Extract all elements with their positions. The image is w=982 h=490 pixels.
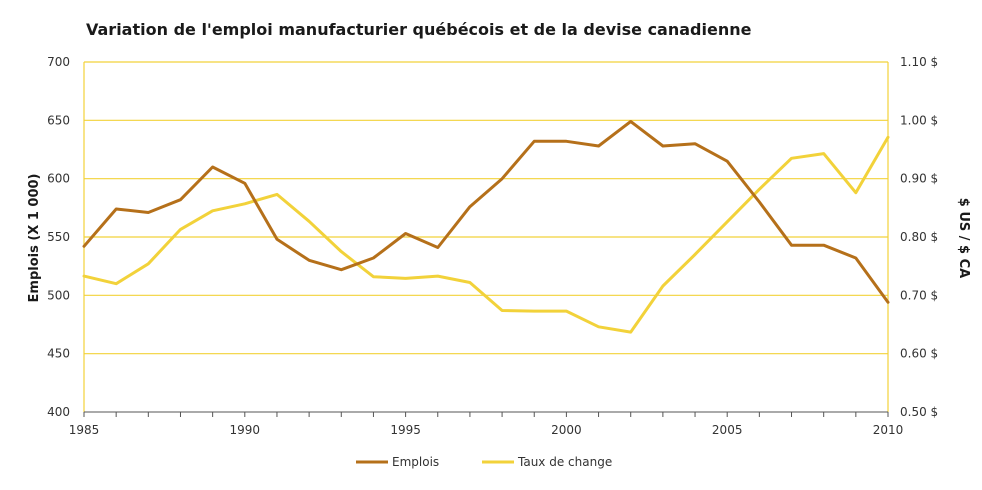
y2-tick-label: 0.60 $ bbox=[900, 347, 938, 361]
x-tick-label: 2010 bbox=[873, 423, 904, 437]
y2-tick-label: 0.90 $ bbox=[900, 172, 938, 186]
y-axis-title: Emplois (X 1 000) bbox=[27, 174, 42, 303]
x-tick-label: 1990 bbox=[230, 423, 261, 437]
legend: Emplois Taux de change bbox=[356, 455, 612, 469]
left-axis-ticks: 400 450 500 550 600 650 700 bbox=[47, 55, 70, 419]
y-tick-label: 650 bbox=[47, 113, 70, 127]
x-tick-label: 2005 bbox=[712, 423, 743, 437]
y-tick-label: 550 bbox=[47, 230, 70, 244]
series-line-taux-de-change bbox=[82, 135, 890, 334]
x-tick-label: 1995 bbox=[390, 423, 421, 437]
y2-tick-label: 1.10 $ bbox=[900, 55, 938, 69]
y2-tick-label: 0.80 $ bbox=[900, 230, 938, 244]
y2-tick-label: 0.70 $ bbox=[900, 288, 938, 302]
y-tick-label: 600 bbox=[47, 172, 70, 186]
chart-title: Variation de l'emploi manufacturier québ… bbox=[86, 20, 752, 39]
y-tick-label: 400 bbox=[47, 405, 70, 419]
series-line-emplois bbox=[82, 120, 890, 304]
y2-tick-label: 1.00 $ bbox=[900, 113, 938, 127]
right-axis-ticks: 0.50 $ 0.60 $ 0.70 $ 0.80 $ 0.90 $ 1.00 $ 1.10… bbox=[900, 55, 938, 419]
x-tick-label: 2000 bbox=[551, 423, 582, 437]
x-tick-label: 1985 bbox=[69, 423, 100, 437]
grid-lines bbox=[84, 61, 888, 355]
legend-label: Taux de change bbox=[517, 455, 612, 469]
x-axis-ticks: 1985 1990 1995 2000 2005 2010 bbox=[69, 412, 904, 437]
y-tick-label: 500 bbox=[47, 288, 70, 302]
series-lines bbox=[82, 120, 890, 334]
y2-axis-title: $ US / $ CA bbox=[956, 198, 971, 278]
y-tick-label: 450 bbox=[47, 347, 70, 361]
plot-frame bbox=[83, 62, 889, 413]
legend-label: Emplois bbox=[392, 455, 439, 469]
y2-tick-label: 0.50 $ bbox=[900, 405, 938, 419]
y-tick-label: 700 bbox=[47, 55, 70, 69]
